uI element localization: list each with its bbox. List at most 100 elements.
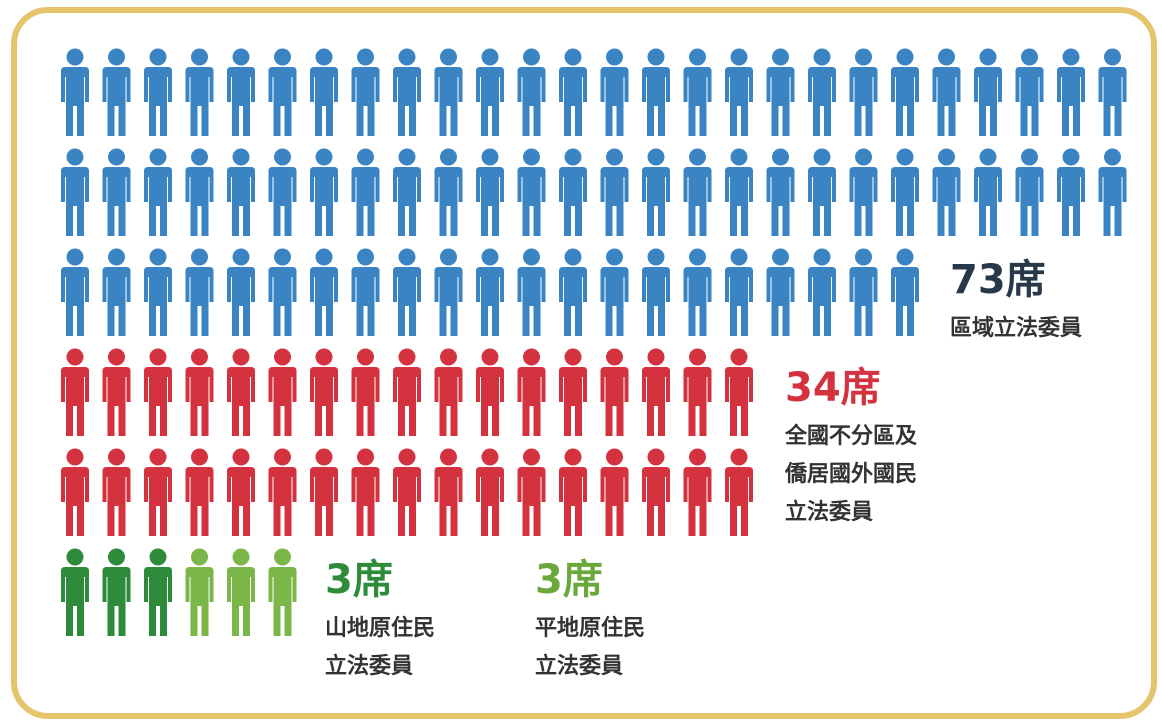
person-icon — [725, 248, 753, 336]
person-icon — [268, 148, 297, 236]
person-icon — [932, 48, 961, 136]
person-icon — [476, 248, 504, 336]
person-icon — [1098, 148, 1127, 236]
person-icon — [268, 48, 297, 136]
person-icon — [1015, 48, 1044, 136]
person-icon — [1057, 148, 1085, 236]
person-icon — [351, 348, 380, 436]
seat-count: 3席 — [325, 557, 393, 603]
person-icon — [144, 248, 172, 336]
person-icon — [102, 248, 131, 336]
person-icon — [310, 148, 338, 236]
person-icon — [725, 348, 753, 436]
person-icon — [310, 448, 338, 536]
person-icon — [393, 48, 421, 136]
person-icon — [434, 148, 463, 236]
person-icon — [185, 548, 214, 636]
person-icon — [61, 348, 89, 436]
person-icon — [1057, 48, 1085, 136]
person-icon — [683, 348, 712, 436]
person-icon — [310, 248, 338, 336]
person-icon — [351, 448, 380, 536]
person-icon — [393, 348, 421, 436]
person-icon — [600, 148, 629, 236]
person-icon — [683, 48, 712, 136]
seat-count: 34席 — [785, 365, 881, 411]
person-icon — [517, 348, 546, 436]
person-icon — [725, 448, 753, 536]
person-icon — [642, 448, 670, 536]
person-icon — [683, 248, 712, 336]
person-icon — [185, 448, 214, 536]
person-icon — [600, 248, 629, 336]
person-icon — [476, 148, 504, 236]
person-icon — [310, 348, 338, 436]
person-icon — [61, 248, 89, 336]
person-icon — [185, 248, 214, 336]
person-icon — [517, 248, 546, 336]
person-icon — [144, 548, 172, 636]
person-icon — [102, 548, 131, 636]
person-icon — [144, 148, 172, 236]
person-icon — [434, 48, 463, 136]
person-icon — [268, 248, 297, 336]
person-icon — [766, 148, 795, 236]
group-name: 山地原住民立法委員 — [325, 616, 436, 679]
person-icon — [849, 248, 878, 336]
person-icon — [1015, 148, 1044, 236]
person-icon — [517, 48, 546, 136]
person-icon — [351, 48, 380, 136]
group-name: 平地原住民立法委員 — [535, 616, 646, 679]
person-icon — [725, 148, 753, 236]
person-icon — [808, 48, 836, 136]
person-icon — [268, 348, 297, 436]
person-icon — [1098, 48, 1127, 136]
person-icon — [849, 48, 878, 136]
person-icon — [351, 148, 380, 236]
person-icon — [102, 448, 131, 536]
group-name: 區域立法委員 — [950, 316, 1083, 341]
person-icon — [185, 348, 214, 436]
person-icon — [61, 48, 89, 136]
person-icon — [227, 348, 255, 436]
person-icon — [559, 348, 587, 436]
person-icon — [808, 248, 836, 336]
person-icon — [434, 348, 463, 436]
person-icon — [642, 148, 670, 236]
person-icon — [600, 48, 629, 136]
person-icon — [185, 48, 214, 136]
person-icon — [974, 48, 1002, 136]
person-icon — [310, 48, 338, 136]
person-icon — [891, 48, 919, 136]
person-icon — [559, 148, 587, 236]
person-icon — [393, 448, 421, 536]
person-icon — [559, 48, 587, 136]
person-icon — [559, 448, 587, 536]
person-icon — [102, 148, 131, 236]
person-icon — [393, 248, 421, 336]
person-icon — [974, 148, 1002, 236]
group-name: 全國不分區及僑居國外國民立法委員 — [785, 424, 918, 525]
person-icon — [725, 48, 753, 136]
person-icon — [766, 48, 795, 136]
person-icon — [600, 348, 629, 436]
person-icon — [102, 348, 131, 436]
person-icon — [642, 348, 670, 436]
person-icon — [144, 48, 172, 136]
person-icon — [476, 348, 504, 436]
person-icon — [517, 448, 546, 536]
person-icon — [517, 148, 546, 236]
person-icon — [559, 248, 587, 336]
person-icon — [808, 148, 836, 236]
person-icon — [61, 448, 89, 536]
person-icon — [102, 48, 131, 136]
person-icon — [268, 448, 297, 536]
person-icon — [642, 48, 670, 136]
seat-count: 3席 — [535, 557, 603, 603]
person-icon — [61, 548, 89, 636]
person-icon — [891, 148, 919, 236]
person-icon — [891, 248, 919, 336]
person-icon — [351, 248, 380, 336]
